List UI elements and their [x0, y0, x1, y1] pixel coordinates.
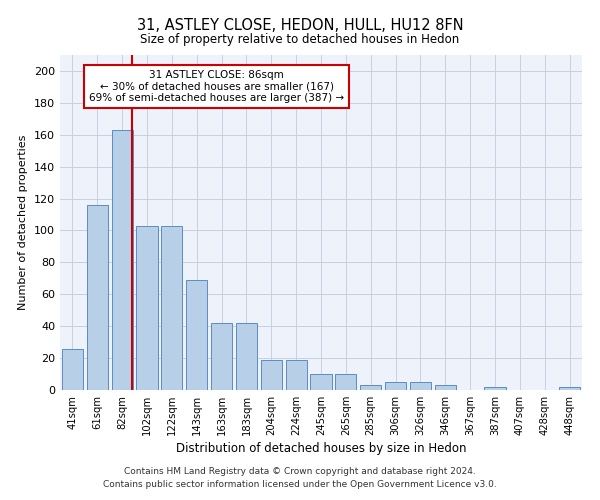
- Bar: [87, 205, 108, 390]
- Bar: [360, 385, 381, 390]
- Bar: [286, 360, 307, 390]
- X-axis label: Distribution of detached houses by size in Hedon: Distribution of detached houses by size …: [176, 442, 466, 455]
- Text: 31 ASTLEY CLOSE: 86sqm
← 30% of detached houses are smaller (167)
69% of semi-de: 31 ASTLEY CLOSE: 86sqm ← 30% of detached…: [89, 70, 344, 103]
- Text: 31, ASTLEY CLOSE, HEDON, HULL, HU12 8FN: 31, ASTLEY CLOSE, HEDON, HULL, HU12 8FN: [137, 18, 463, 32]
- Bar: [261, 360, 282, 390]
- Bar: [186, 280, 207, 390]
- Text: Contains HM Land Registry data © Crown copyright and database right 2024.
Contai: Contains HM Land Registry data © Crown c…: [103, 468, 497, 489]
- Bar: [136, 226, 158, 390]
- Bar: [559, 387, 580, 390]
- Bar: [310, 374, 332, 390]
- Bar: [112, 130, 133, 390]
- Bar: [335, 374, 356, 390]
- Y-axis label: Number of detached properties: Number of detached properties: [19, 135, 28, 310]
- Bar: [435, 385, 456, 390]
- Bar: [62, 348, 83, 390]
- Bar: [161, 226, 182, 390]
- Text: Size of property relative to detached houses in Hedon: Size of property relative to detached ho…: [140, 32, 460, 46]
- Bar: [236, 323, 257, 390]
- Bar: [484, 387, 506, 390]
- Bar: [410, 382, 431, 390]
- Bar: [211, 323, 232, 390]
- Bar: [385, 382, 406, 390]
